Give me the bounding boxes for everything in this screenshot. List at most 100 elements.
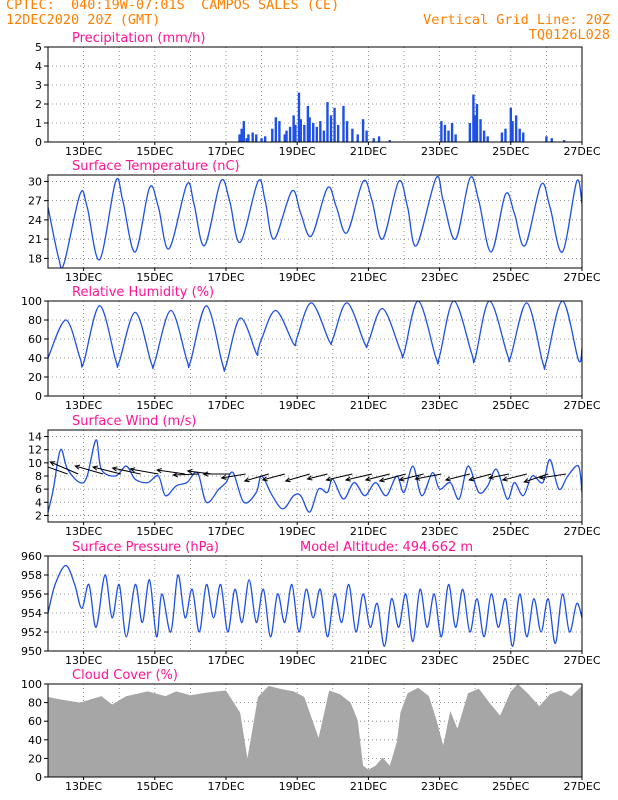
wind-arrow-shaft bbox=[262, 473, 285, 481]
precip-bar bbox=[356, 134, 359, 142]
precip-bar bbox=[303, 124, 306, 142]
header-datetime: 12DEC2020 20Z (GMT) bbox=[6, 12, 161, 28]
precip-bar bbox=[475, 104, 479, 142]
precip-bar bbox=[482, 130, 486, 142]
y-tick-label: 60 bbox=[28, 715, 42, 728]
precip-bar bbox=[361, 119, 365, 142]
precip-bar bbox=[251, 132, 254, 142]
precip-bar bbox=[336, 124, 340, 142]
precip-bar bbox=[545, 136, 548, 142]
wind-arrow-head bbox=[49, 461, 56, 467]
precip-bar bbox=[299, 119, 302, 142]
precip-bar bbox=[247, 134, 250, 142]
x-tick-label: 23DEC bbox=[421, 525, 458, 538]
precip-bar bbox=[447, 130, 450, 142]
panel-0 bbox=[44, 46, 583, 145]
wind-arrow-shaft bbox=[379, 473, 406, 482]
wind-arrow-shaft bbox=[307, 473, 328, 480]
wind-arrow-head bbox=[487, 474, 495, 480]
precip-bar bbox=[238, 134, 241, 142]
x-tick-label: 15DEC bbox=[136, 399, 173, 412]
wind-arrow-shaft bbox=[539, 473, 567, 479]
panel-2 bbox=[44, 300, 583, 399]
precip-bar bbox=[294, 124, 297, 142]
plot-area bbox=[48, 564, 582, 647]
precip-bar bbox=[522, 132, 525, 142]
wind-arrow-head bbox=[523, 478, 530, 484]
precip-bar bbox=[550, 138, 553, 142]
header-grid-note: Vertical Grid Line: 20Z bbox=[423, 12, 610, 28]
precip-bar bbox=[388, 140, 391, 142]
plot-area bbox=[48, 439, 582, 513]
y-tick-label: 12 bbox=[28, 444, 42, 457]
y-tick-label: 0 bbox=[35, 390, 42, 403]
panel-frame bbox=[47, 429, 583, 523]
precip-bar bbox=[315, 126, 318, 142]
x-tick-label: 23DEC bbox=[421, 654, 458, 667]
wind-arrow-shaft bbox=[221, 473, 246, 479]
x-tick-label: 23DEC bbox=[421, 271, 458, 284]
panel-frame bbox=[47, 683, 583, 778]
x-tick-label: 15DEC bbox=[136, 271, 173, 284]
wind-arrow-shaft bbox=[488, 473, 510, 479]
x-tick-label: 25DEC bbox=[492, 525, 529, 538]
panel-frame bbox=[47, 46, 583, 143]
x-tick-label: 21DEC bbox=[350, 780, 387, 793]
precip-bar bbox=[271, 128, 274, 142]
wind-arrow-shaft bbox=[50, 461, 79, 475]
x-tick-label: 25DEC bbox=[492, 145, 529, 158]
y-tick-label: 5 bbox=[35, 41, 42, 54]
wind-arrow-shaft bbox=[75, 465, 104, 475]
x-tick-label: 25DEC bbox=[492, 654, 529, 667]
y-tick-label: 40 bbox=[28, 352, 42, 365]
plot-area bbox=[48, 301, 582, 372]
panel-title: Surface Temperature (nC) bbox=[72, 159, 240, 174]
y-tick-label: 24 bbox=[28, 214, 42, 227]
wind-arrow-head bbox=[74, 464, 81, 470]
wind-arrow-head bbox=[129, 467, 136, 473]
precip-bar bbox=[292, 115, 295, 142]
y-tick-label: 100 bbox=[21, 678, 42, 691]
series-line bbox=[48, 301, 582, 372]
precip-bar bbox=[322, 130, 326, 142]
y-tick-label: 100 bbox=[21, 295, 42, 308]
precip-bar bbox=[486, 136, 489, 142]
y-tick-label: 2 bbox=[35, 98, 42, 111]
wind-arrow-head bbox=[468, 476, 475, 482]
wind-arrow-shaft bbox=[244, 473, 269, 482]
panel-frame bbox=[47, 555, 583, 652]
precip-bar bbox=[472, 94, 475, 142]
x-tick-label: 25DEC bbox=[492, 271, 529, 284]
panel-title: Surface Pressure (hPa) bbox=[72, 540, 219, 555]
wind-arrow-shaft bbox=[502, 473, 527, 481]
x-tick-label: 15DEC bbox=[136, 654, 173, 667]
wind-arrow-head bbox=[284, 477, 291, 483]
y-tick-label: 1 bbox=[35, 117, 42, 130]
wind-arrow-head bbox=[501, 476, 508, 482]
wind-arrow-shaft bbox=[130, 468, 159, 475]
wind-arrow-head bbox=[364, 476, 371, 482]
precip-bar bbox=[440, 121, 443, 142]
y-tick-label: 27 bbox=[28, 195, 42, 208]
x-tick-label: 23DEC bbox=[421, 780, 458, 793]
wind-arrow-shaft bbox=[156, 469, 186, 475]
wind-arrow-head bbox=[243, 477, 250, 483]
y-tick-label: 6 bbox=[35, 483, 42, 496]
x-tick-label: 23DEC bbox=[421, 399, 458, 412]
y-tick-label: 80 bbox=[28, 697, 42, 710]
x-tick-label: 21DEC bbox=[350, 399, 387, 412]
x-tick-label: 27DEC bbox=[563, 525, 600, 538]
y-tick-label: 40 bbox=[28, 734, 42, 747]
wind-arrow-head bbox=[261, 476, 268, 482]
y-tick-label: 958 bbox=[21, 569, 42, 582]
precip-bar bbox=[333, 107, 336, 142]
panel-frame bbox=[47, 300, 583, 397]
series-line bbox=[48, 564, 582, 647]
y-tick-label: 21 bbox=[28, 233, 42, 246]
x-tick-label: 15DEC bbox=[136, 525, 173, 538]
precip-bar bbox=[306, 105, 310, 142]
y-tick-label: 60 bbox=[28, 333, 42, 346]
precip-bar bbox=[450, 123, 454, 142]
x-tick-label: 19DEC bbox=[279, 525, 316, 538]
